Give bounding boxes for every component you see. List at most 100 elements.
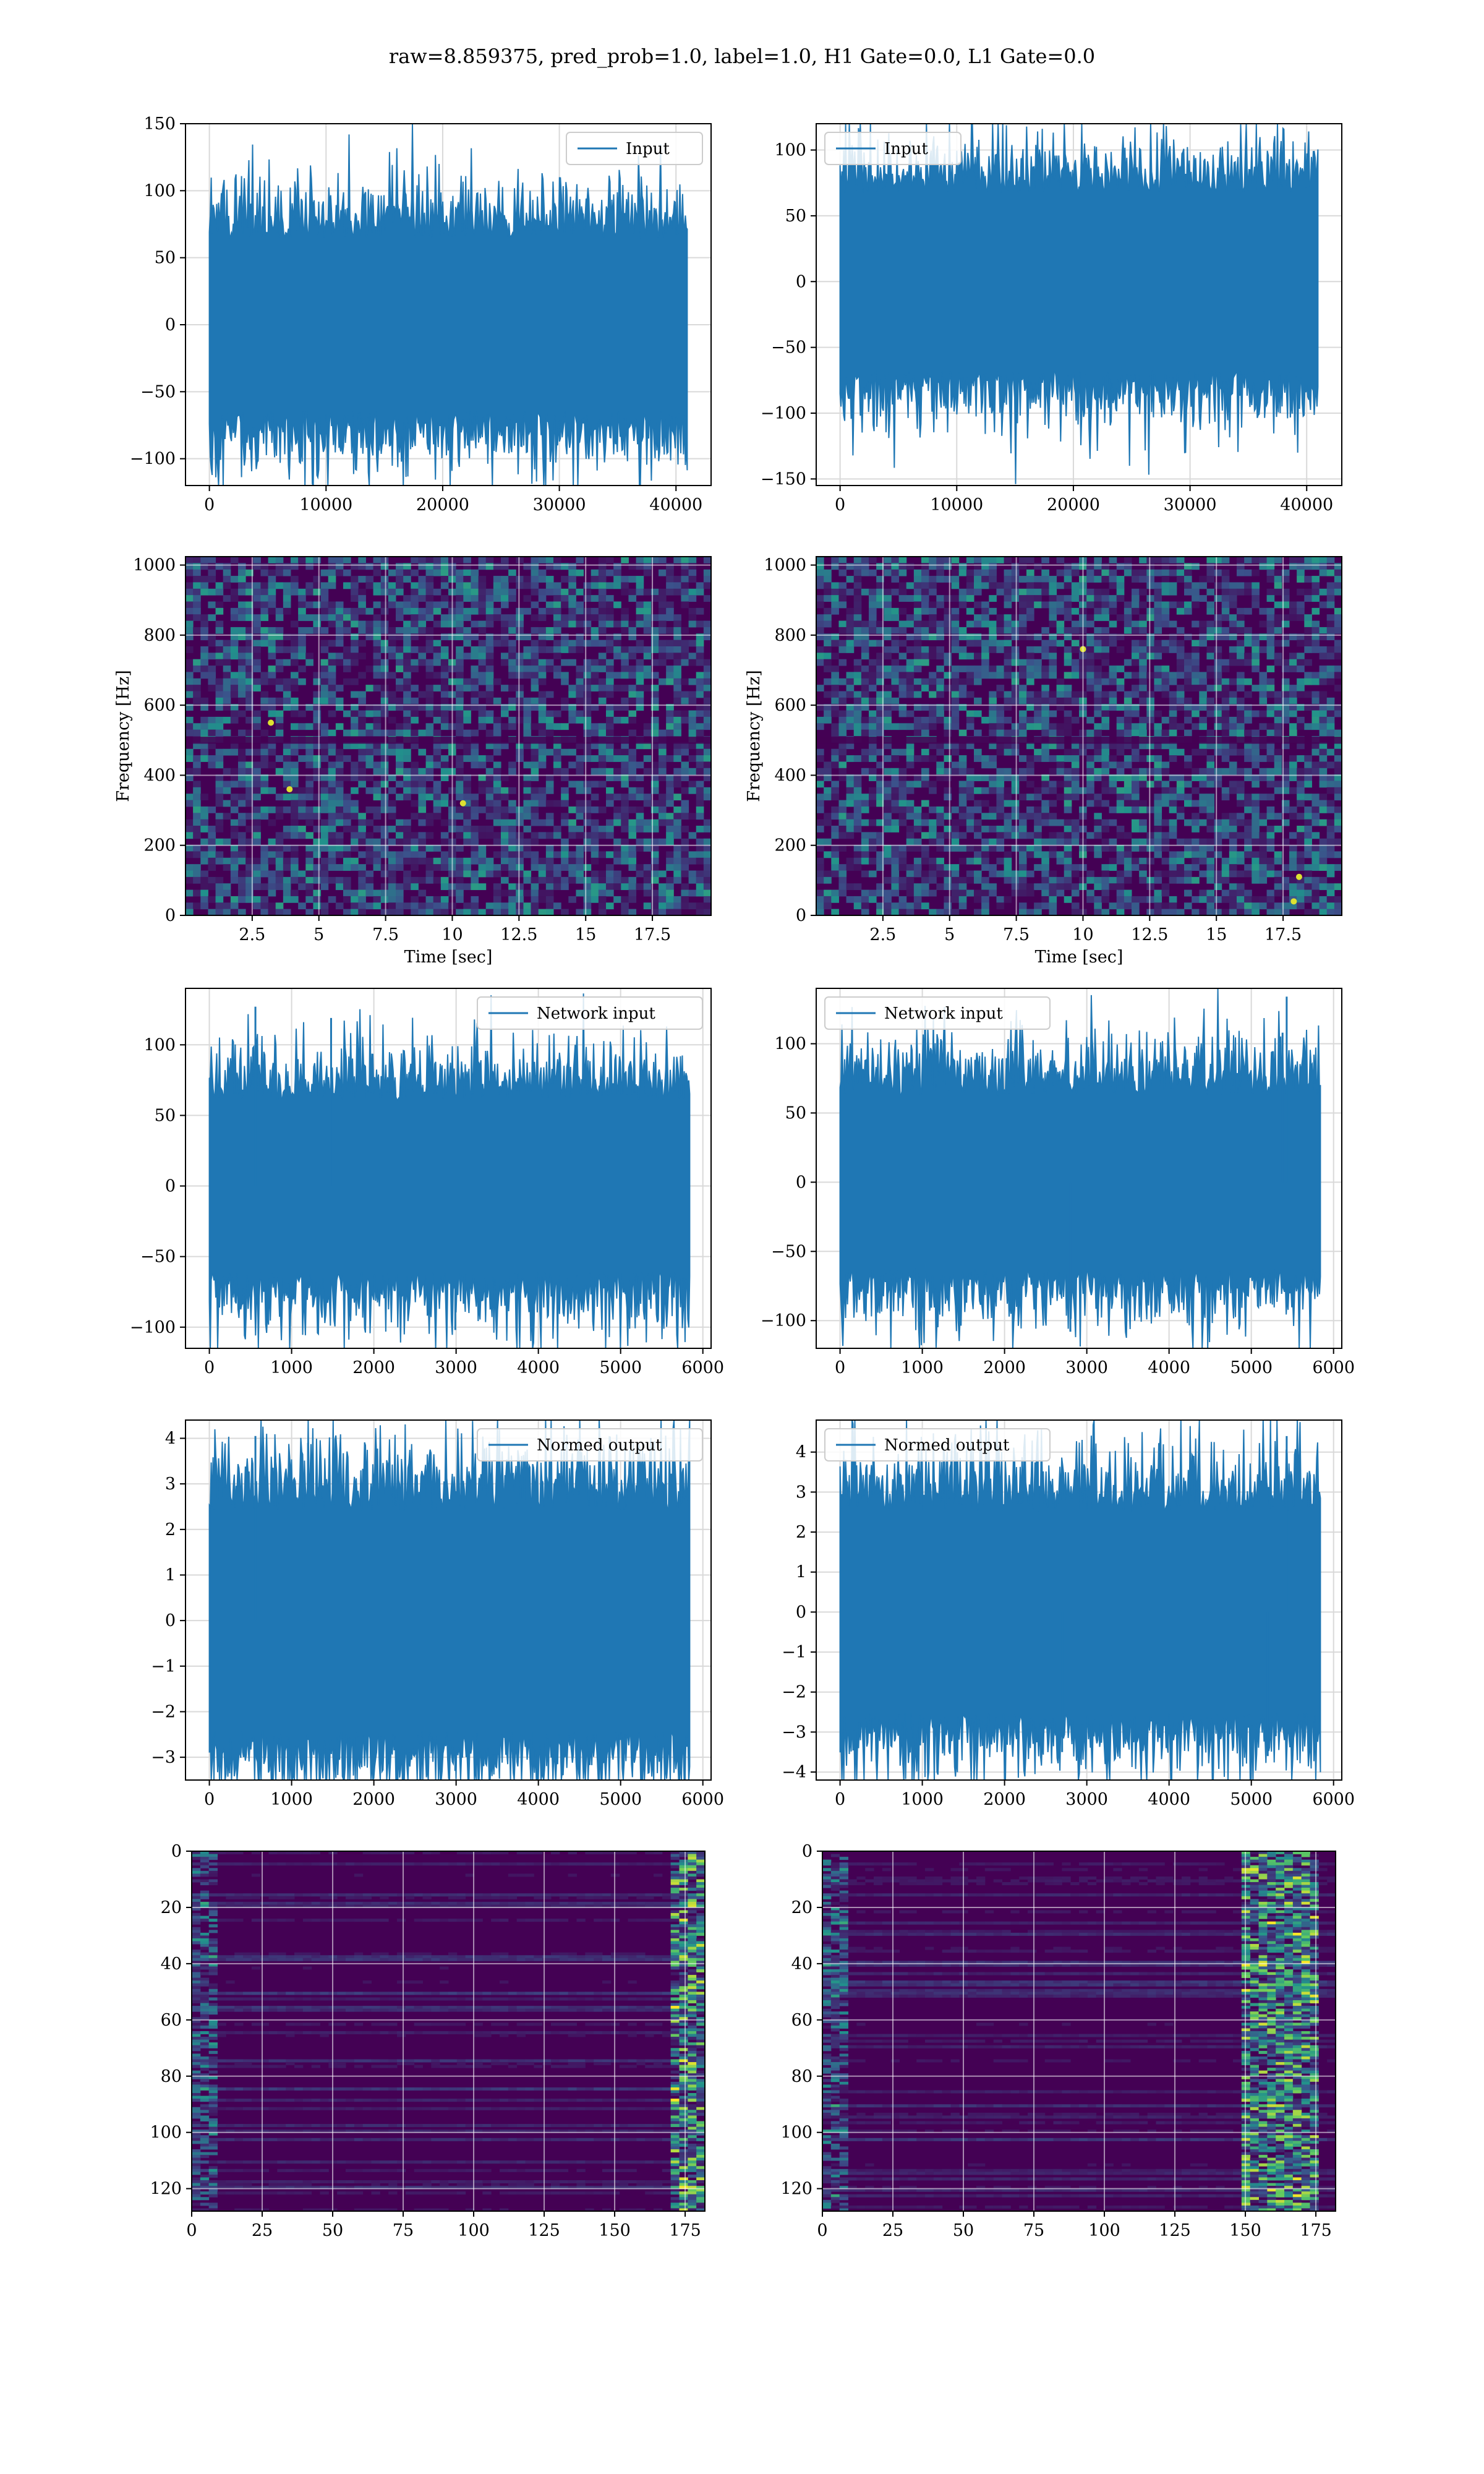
x-tick-label: 25	[882, 2221, 903, 2240]
hot-spot	[268, 719, 275, 726]
y-tick-label: 100	[774, 1035, 806, 1054]
chart-panel-h1-input: Input 0 10000 20000 30000 40000 −100 −50 0 50 100 1…	[130, 114, 712, 515]
y-tick-label: 150	[143, 114, 176, 134]
y-tick-label: −50	[140, 382, 176, 401]
x-tick-label: 0	[204, 495, 215, 515]
y-tick-label: 0	[802, 1842, 812, 1861]
x-tick-label: 1000	[901, 1358, 944, 1377]
axes-frame	[816, 988, 1342, 1349]
y-tick-label: −100	[130, 450, 176, 469]
y-tick-label: −100	[130, 1318, 176, 1337]
axes-frame	[185, 556, 712, 916]
y-tick-label: 2	[165, 1520, 176, 1539]
y-tick-label: −4	[782, 1763, 806, 1782]
y-tick-label: 1	[165, 1565, 176, 1585]
x-tick-label: 4000	[1148, 1358, 1190, 1377]
y-tick-label: 4	[165, 1429, 176, 1448]
x-tick-label: 3000	[435, 1358, 477, 1377]
x-tick-label: 12.5	[500, 925, 537, 944]
y-tick-label: 20	[791, 1898, 812, 1917]
x-tick-label: 2000	[983, 1358, 1026, 1377]
x-tick-label: 2000	[352, 1790, 395, 1809]
x-tick-label: 17.5	[634, 925, 671, 944]
x-tick-label: 175	[1300, 2221, 1332, 2240]
x-tick-label: 7.5	[1003, 925, 1030, 944]
x-tick-label: 0	[835, 1358, 845, 1377]
y-tick-label: 200	[143, 836, 176, 855]
x-tick-label: 0	[204, 1790, 215, 1809]
heatmap-cells	[192, 1851, 705, 2211]
x-tick-label: 0	[835, 1790, 845, 1809]
y-tick-label: −3	[151, 1748, 176, 1767]
y-tick-label: 120	[150, 2180, 182, 2199]
y-tick-label: 80	[161, 2067, 182, 2086]
x-tick-label: 20000	[1047, 495, 1100, 515]
x-tick-label: 30000	[1164, 495, 1217, 515]
series-line	[208, 124, 688, 486]
heatmap-cells	[822, 1851, 1336, 2211]
y-tick-label: 0	[165, 315, 176, 335]
x-tick-label: 6000	[681, 1358, 724, 1377]
x-tick-label: 40000	[649, 495, 702, 515]
x-tick-label: 1000	[270, 1358, 313, 1377]
x-tick-label: 50	[953, 2221, 974, 2240]
x-tick-label: 5000	[599, 1358, 642, 1377]
chart-panel-l1-feature-map: 0 25 50 75 100 125 150 175 0 20 40 60 80 100 120	[780, 1842, 1336, 2240]
x-tick-label: 1000	[270, 1790, 313, 1809]
y-tick-label: 100	[143, 1035, 176, 1055]
legend: Input	[566, 132, 703, 165]
axes-frame	[816, 123, 1342, 486]
x-tick-label: 10000	[299, 495, 352, 515]
y-tick-label: 50	[155, 249, 176, 268]
x-tick-label: 5000	[1230, 1790, 1273, 1809]
y-tick-label: 100	[150, 2123, 182, 2142]
y-tick-label: 1	[796, 1563, 806, 1582]
y-tick-label: 1000	[764, 556, 806, 575]
legend: Normed output	[824, 1428, 1051, 1462]
y-tick-label: 0	[796, 272, 806, 291]
y-tick-label: 0	[796, 1603, 806, 1622]
y-tick-label: 2	[796, 1523, 806, 1542]
x-tick-label: 40000	[1280, 495, 1333, 515]
y-tick-label: 1000	[133, 556, 176, 575]
x-tick-label: 125	[528, 2221, 560, 2240]
y-tick-label: 3	[796, 1483, 806, 1502]
y-tick-label: −1	[782, 1643, 806, 1662]
x-tick-label: 3000	[1065, 1790, 1108, 1809]
axes-frame	[185, 988, 712, 1349]
x-tick-label: 3000	[1065, 1358, 1108, 1377]
x-tick-label: 2000	[983, 1790, 1026, 1809]
heatmap-cells	[186, 557, 711, 915]
y-tick-label: −2	[782, 1683, 806, 1702]
legend: Network input	[824, 996, 1051, 1030]
x-tick-label: 25	[252, 2221, 273, 2240]
y-tick-label: 600	[143, 696, 176, 715]
series-line	[839, 124, 1319, 484]
x-axis-label: Time [sec]	[1035, 948, 1124, 967]
hot-spot	[1290, 898, 1297, 905]
y-tick-label: −50	[771, 338, 806, 357]
x-tick-label: 0	[817, 2221, 827, 2240]
y-tick-label: 200	[774, 836, 806, 855]
x-tick-label: 5000	[1230, 1358, 1273, 1377]
x-tick-label: 100	[458, 2221, 490, 2240]
y-tick-label: −100	[761, 404, 806, 423]
y-tick-label: 60	[791, 2011, 812, 2030]
y-tick-label: −50	[140, 1248, 176, 1267]
y-tick-label: −50	[771, 1242, 806, 1261]
x-tick-label: 4000	[1148, 1790, 1190, 1809]
legend-label: Network input	[884, 1004, 1003, 1023]
y-tick-label: −2	[151, 1702, 176, 1721]
y-tick-label: 0	[165, 1177, 176, 1196]
y-tick-label: 100	[780, 2123, 812, 2142]
x-tick-label: 5000	[599, 1790, 642, 1809]
legend-label: Input	[884, 140, 928, 158]
x-tick-label: 15	[1206, 925, 1227, 944]
y-tick-label: 0	[165, 1611, 176, 1630]
x-tick-label: 175	[669, 2221, 701, 2240]
x-tick-label: 6000	[1312, 1358, 1355, 1377]
y-tick-label: 40	[791, 1954, 812, 1974]
x-tick-label: 4000	[517, 1358, 560, 1377]
x-tick-label: 50	[322, 2221, 343, 2240]
